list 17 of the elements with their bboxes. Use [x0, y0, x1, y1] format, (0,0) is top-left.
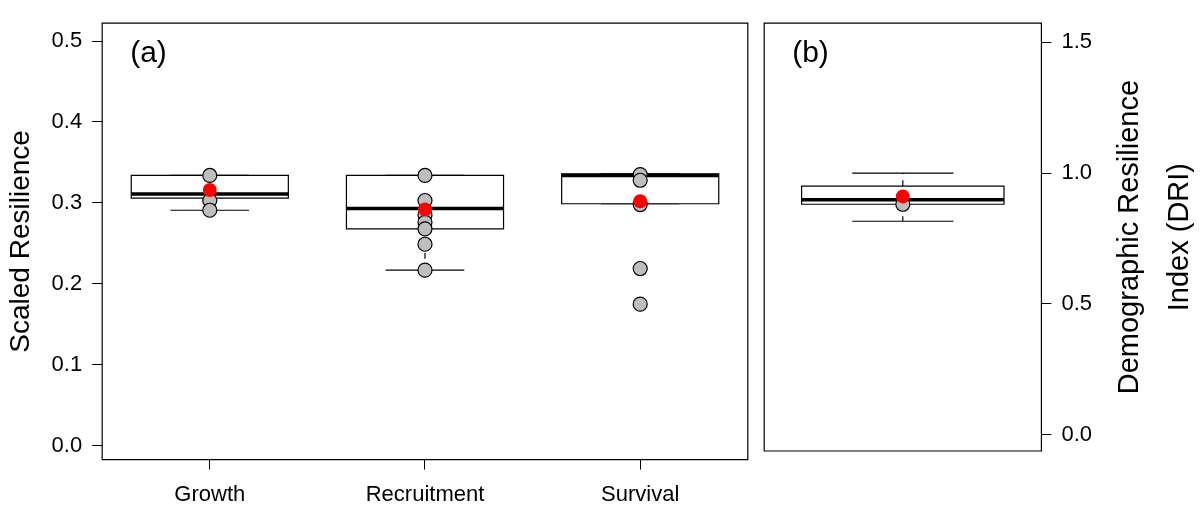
y2-tick-label: 1.5: [1061, 28, 1093, 54]
x-tick-label: Recruitment: [365, 480, 485, 506]
x-tick-label: Growth: [174, 480, 246, 506]
y-tick-label: 0.5: [51, 27, 83, 53]
y2-tick-label: 1.0: [1061, 159, 1093, 185]
x-tick-label: Survival: [601, 480, 680, 506]
y-tick-label: 0.2: [51, 269, 83, 295]
chart-title: (b): [792, 35, 829, 69]
y-tick-label: 0.0: [51, 431, 83, 457]
y2-axis-title: Demographic Resilience Index (DRI): [1112, 79, 1194, 395]
y-tick-label: 0.3: [51, 189, 83, 214]
y2-tick-label: 0.0: [1061, 420, 1093, 446]
y-tick-label: 0.1: [51, 350, 83, 376]
y2-tick-label: 0.5: [1061, 290, 1093, 316]
chart-title: (a): [130, 35, 167, 69]
y-axis-title: Scaled Resilience: [3, 130, 35, 353]
y-tick-label: 0.4: [51, 108, 83, 134]
